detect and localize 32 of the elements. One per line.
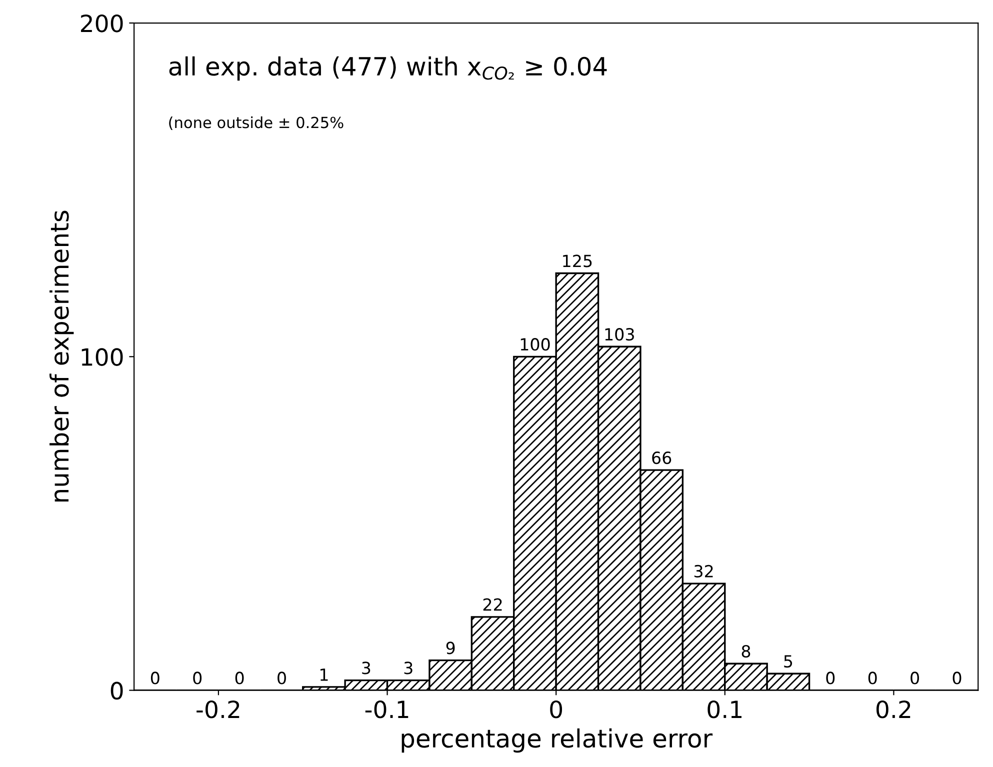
data-label: 8 [742,644,750,658]
data-label: 0 [193,672,202,684]
data-label: 0 [952,672,962,684]
data-label: 125 [563,254,592,268]
data-label: 0 [826,672,835,684]
data-label: 1 [320,668,328,681]
data-label: 32 [694,564,713,578]
text: all exp. data (477) with x$_{CO₂}$ ≥ 0.04 [169,56,607,81]
data-label: 3 [362,662,370,674]
x-tick-label: -0.1 [365,700,408,718]
data-label: 3 [404,662,412,674]
x-tick-label: 0 [550,700,562,718]
data-label: 22 [483,598,502,611]
data-label: 9 [446,642,455,654]
x-tick-label: 0.2 [876,700,910,718]
y-tick-label: 100 [82,348,123,366]
x-axis-title: percentage relative error [402,728,713,753]
y-tick-label: 200 [80,14,123,32]
text: (none outside ± 0.25% [169,116,344,130]
data-label: 0 [868,672,877,684]
data-label: 103 [605,328,634,341]
x-tick-label: 0.1 [708,700,742,718]
data-label: 100 [520,338,550,351]
y-axis-title: number of experiments [50,210,74,502]
y-tick-label: 0 [110,682,123,700]
data-label: 5 [784,655,792,668]
data-label: 66 [652,451,672,464]
x-tick-label: -0.2 [196,700,240,718]
data-label: 0 [150,672,160,684]
data-label: 0 [910,672,919,684]
data-label: 0 [235,672,244,684]
data-label: 0 [278,672,286,684]
